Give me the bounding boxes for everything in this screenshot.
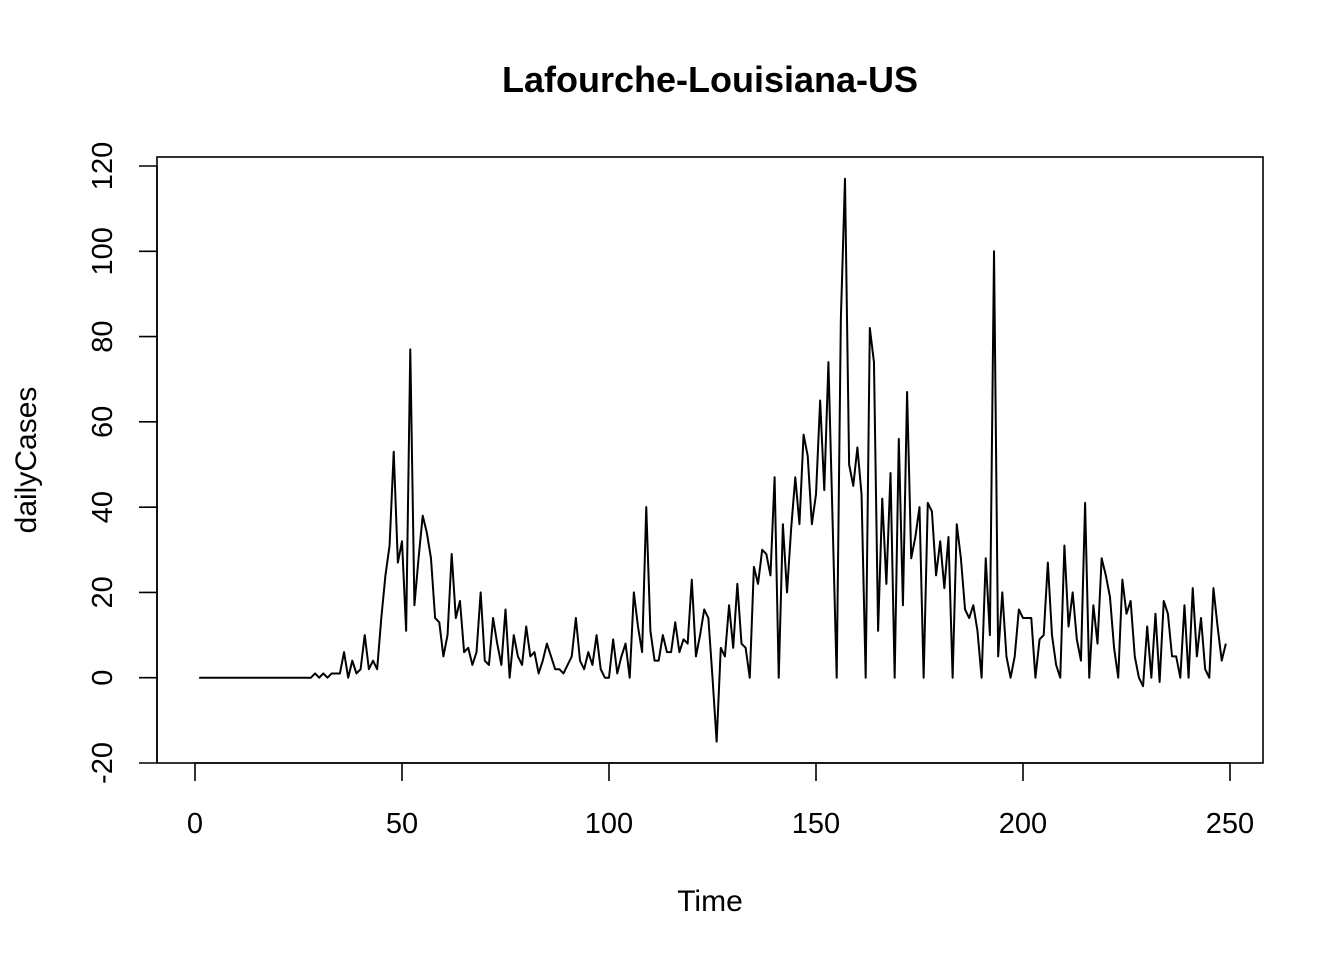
- y-tick-label: 120: [87, 142, 119, 190]
- x-tick-label: 200: [999, 808, 1047, 840]
- y-tick-label: 20: [87, 576, 119, 608]
- x-tick-label: 100: [585, 808, 633, 840]
- x-tick-label: 0: [187, 808, 203, 840]
- y-axis: -20 0 20 40 60 80 100 120: [87, 142, 158, 784]
- x-tick-label: 50: [386, 808, 418, 840]
- y-tick-label: 100: [87, 227, 119, 275]
- y-tick-label: 0: [87, 670, 119, 686]
- y-axis-label: dailyCases: [10, 387, 43, 534]
- chart-title: Lafourche-Louisiana-US: [502, 59, 918, 100]
- x-tick-label: 150: [792, 808, 840, 840]
- y-tick-label: 60: [87, 406, 119, 438]
- y-tick-label: 40: [87, 491, 119, 523]
- y-tick-label: 80: [87, 320, 119, 352]
- series-line: [199, 177, 1227, 743]
- x-axis: 0 50 100 150 200 250: [187, 762, 1254, 840]
- x-axis-label: Time: [677, 885, 743, 918]
- plot-frame: [156, 156, 1264, 764]
- x-tick-label: 250: [1206, 808, 1254, 840]
- series-layer: [199, 177, 1227, 743]
- y-tick-label: -20: [87, 742, 119, 784]
